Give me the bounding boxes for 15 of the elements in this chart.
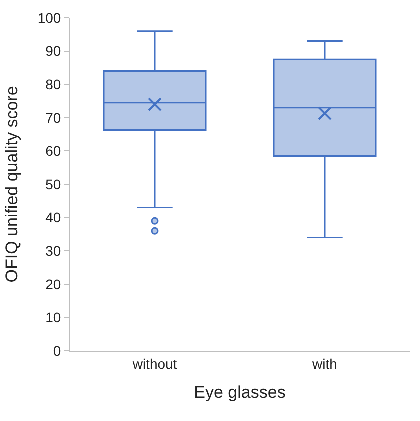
y-tick-label: 30 [46,243,62,259]
y-tick-label: 80 [46,76,62,92]
x-tick-label: with [312,356,338,372]
x-axis-title: Eye glasses [194,383,286,402]
y-tick-label: 90 [46,43,62,60]
y-tick-label: 0 [53,342,62,359]
y-axis-title: OFIQ unified quality score [2,86,22,283]
y-tick-label: 20 [46,276,62,292]
y-tick-label: 50 [46,176,62,192]
y-tick-label: 10 [46,310,62,326]
x-tick-label: without [132,356,178,372]
y-tick-label: 40 [46,210,62,226]
y-tick-label: 100 [38,10,62,26]
y-tick-label: 70 [46,110,62,126]
y-tick-label: 60 [46,143,62,160]
